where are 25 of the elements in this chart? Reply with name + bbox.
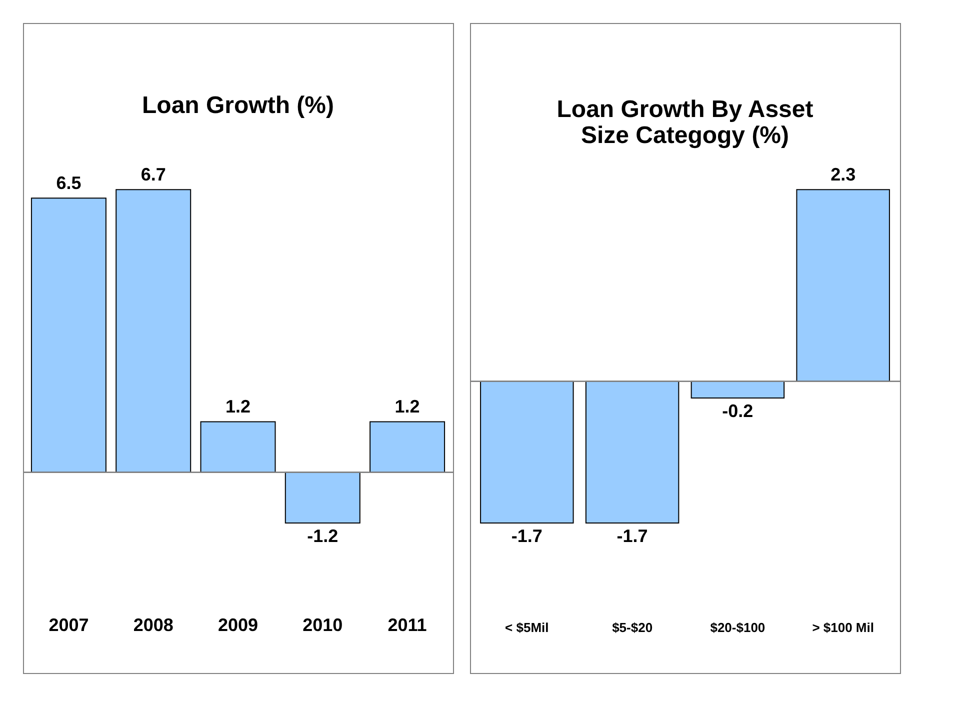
data-label: 6.5 bbox=[56, 173, 82, 194]
bar bbox=[284, 472, 360, 524]
x-tick-label: 2010 bbox=[302, 615, 343, 635]
x-tick-label: 2007 bbox=[48, 615, 89, 635]
bar bbox=[370, 421, 446, 473]
x-tick-label: 2008 bbox=[133, 615, 174, 635]
x-tick-label: $20-$100 bbox=[710, 620, 766, 635]
bar bbox=[116, 189, 192, 473]
x-tick-label: $5-$20 bbox=[612, 620, 653, 635]
data-label: -1.2 bbox=[307, 526, 338, 546]
data-label: 1.2 bbox=[225, 396, 251, 417]
bar bbox=[200, 421, 276, 473]
data-label: 2.3 bbox=[830, 164, 856, 185]
x-tick-label: 2009 bbox=[218, 615, 258, 635]
bar bbox=[30, 198, 106, 473]
x-tick-label: > $100 Mil bbox=[812, 620, 874, 635]
data-label: -1.7 bbox=[511, 526, 542, 546]
data-label: -1.7 bbox=[616, 526, 648, 546]
x-tick-label: < $5Mil bbox=[505, 620, 549, 635]
x-tick-label: 2011 bbox=[388, 615, 427, 635]
chart-title: Loan Growth (%) bbox=[142, 92, 334, 119]
data-label: 6.7 bbox=[140, 164, 166, 185]
data-label: 1.2 bbox=[394, 396, 420, 417]
chart-title: Loan Growth By Asset Size Categogy (%) bbox=[556, 96, 814, 149]
data-label: -0.2 bbox=[722, 401, 754, 421]
